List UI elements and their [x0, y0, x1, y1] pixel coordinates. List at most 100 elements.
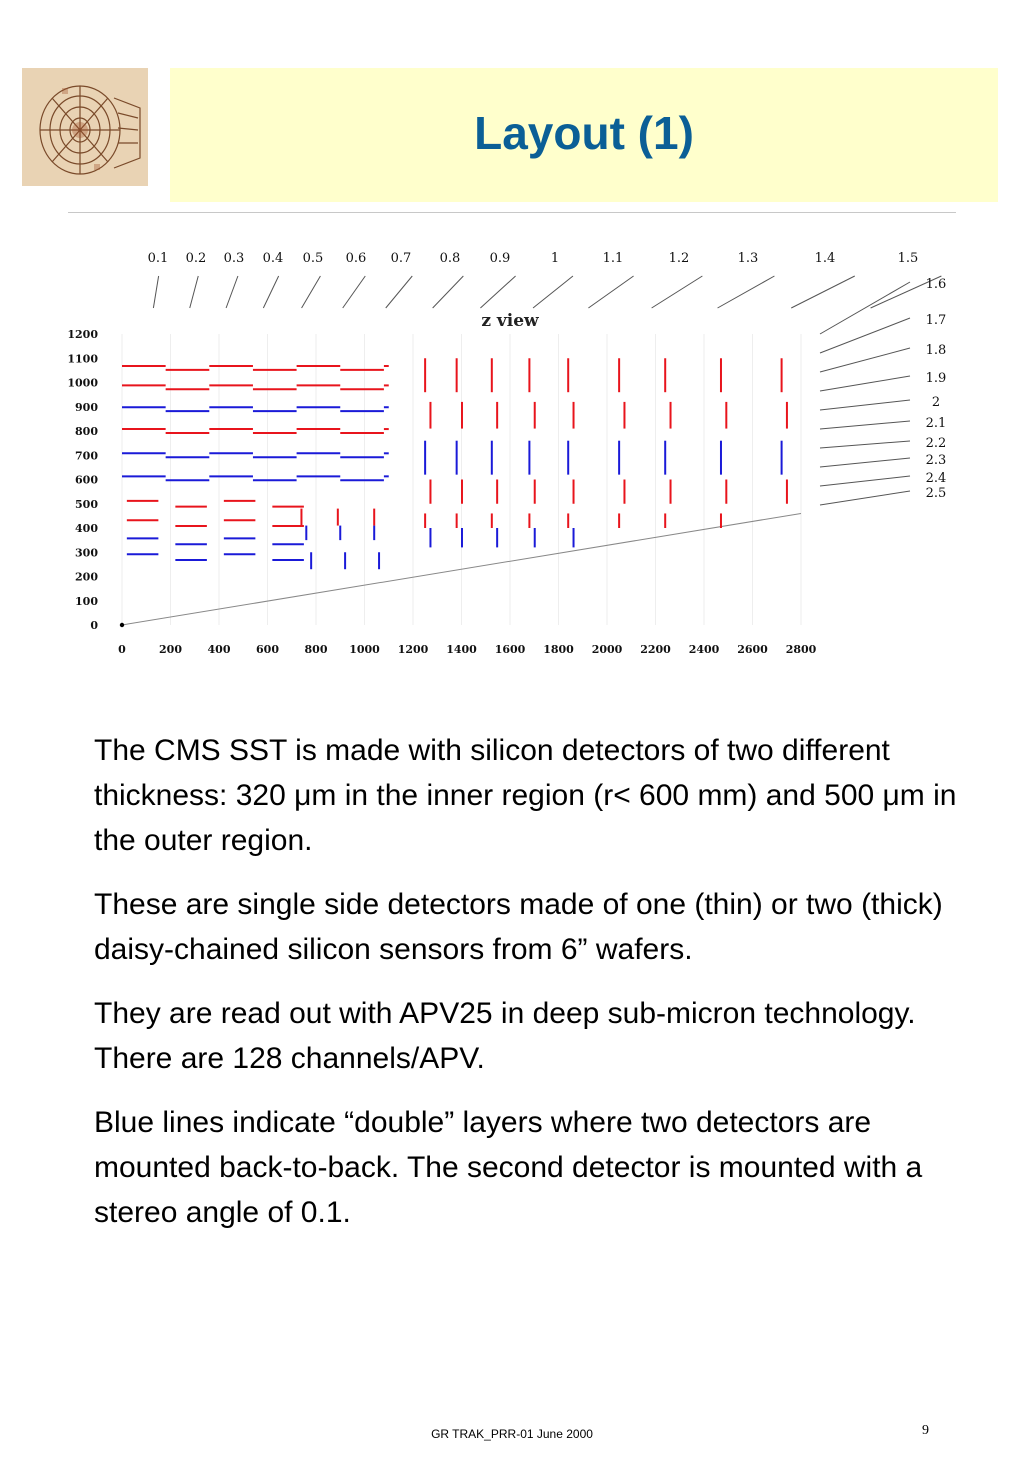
y-tick-label: 500 — [75, 498, 98, 511]
eta-line — [651, 275, 703, 309]
eta-label: 2.2 — [926, 436, 947, 451]
y-tick-label: 0 — [90, 619, 98, 632]
eta-line — [480, 275, 516, 309]
view-title: z view — [481, 311, 539, 331]
eta-line — [819, 281, 911, 335]
eta-label: 0.7 — [391, 251, 412, 266]
eta-labels: 0.1 0.2 0.3 0.4 0.5 0.6 0.7 0.8 0.9 1 1.1 1.2 1.3 1.4… — [148, 251, 947, 501]
y-tick-label: 800 — [75, 425, 98, 438]
x-tick-label: 2600 — [737, 643, 768, 656]
eta-line — [301, 275, 321, 309]
y-tick-label: 900 — [75, 401, 98, 414]
x-tick-label: 1600 — [495, 643, 526, 656]
eta-label: 1 — [551, 251, 559, 266]
eta-line — [870, 275, 942, 309]
eta-label: 0.6 — [346, 251, 367, 266]
y-tick-label: 200 — [75, 571, 98, 584]
y-tick-label: 1000 — [67, 377, 98, 390]
eta-label: 0.5 — [303, 251, 324, 266]
eta-line — [152, 275, 160, 309]
eta-label: 1.7 — [926, 313, 947, 328]
eta-line — [225, 275, 239, 309]
tracker-layout-figure: z view 1200 1100 1000 900 800 700 600 500 400 300… — [60, 238, 960, 668]
x-tick-label: 2400 — [689, 643, 720, 656]
y-tick-label: 400 — [75, 522, 98, 535]
eta-line — [262, 275, 280, 309]
y-tick-label: 1200 — [67, 328, 98, 341]
eta-line — [819, 399, 911, 411]
detector-layers — [122, 358, 788, 570]
x-tick-label: 2200 — [640, 643, 671, 656]
eta-label: 0.2 — [186, 251, 207, 266]
eta-label: 2.3 — [926, 453, 947, 468]
eta-line — [717, 275, 775, 309]
eta-line — [342, 275, 366, 309]
eta-label: 1.6 — [926, 277, 947, 292]
footer-text: GR TRAK_PRR-01 June 2000 — [431, 1427, 593, 1441]
paragraph-thickness: The CMS SST is made with silicon detecto… — [94, 734, 957, 857]
y-tick-label: 300 — [75, 546, 98, 559]
x-tick-label: 0 — [118, 643, 126, 656]
beam-line — [119, 512, 802, 628]
eta-label: 0.3 — [224, 251, 245, 266]
eta-label: 2.4 — [926, 471, 947, 486]
eta-label: 0.9 — [490, 251, 511, 266]
eta-line — [189, 275, 199, 309]
header-divider — [68, 212, 956, 213]
eta-line — [385, 275, 413, 309]
eta-line — [532, 275, 574, 309]
eta-label: 1.4 — [815, 251, 836, 266]
x-tick-label: 1800 — [543, 643, 574, 656]
y-tick-label: 700 — [75, 449, 98, 462]
eta-line — [819, 347, 911, 373]
eta-label: 1.8 — [926, 343, 947, 358]
eta-line — [819, 490, 911, 506]
title-banner: Layout (1) — [170, 68, 998, 202]
z-view-diagram: z view 120011001000900800700600500400300… — [67, 251, 947, 656]
eta-label: 1.9 — [926, 371, 947, 386]
eta-label: 2 — [932, 395, 940, 410]
eta-label: 0.8 — [440, 251, 461, 266]
acceptance-line — [121, 512, 802, 626]
eta-label: 2.1 — [926, 416, 947, 431]
y-tick-label: 600 — [75, 474, 98, 487]
x-tick-label: 1200 — [398, 643, 429, 656]
y-tick-label: 100 — [75, 595, 98, 608]
eta-line — [819, 457, 911, 468]
eta-line — [791, 275, 855, 309]
eta-line — [819, 475, 911, 487]
eta-lines — [152, 275, 942, 506]
x-tick-label: 1000 — [349, 643, 380, 656]
x-axis-ticks: 0 200 400 600 800 1000 1200 1400 1600 1800 2000 220… — [118, 643, 816, 656]
interaction-point — [119, 622, 125, 628]
x-tick-label: 200 — [159, 643, 182, 656]
eta-line — [819, 420, 911, 430]
eta-label: 0.4 — [263, 251, 284, 266]
x-tick-label: 600 — [256, 643, 279, 656]
paragraph-sensors: These are single side detectors made of … — [94, 888, 943, 966]
x-tick-label: 800 — [305, 643, 328, 656]
cms-detector-sketch-icon — [22, 68, 148, 186]
eta-line — [819, 317, 911, 354]
eta-line — [588, 275, 634, 309]
eta-label: 1.2 — [669, 251, 690, 266]
paragraph-double-layers: Blue lines indicate “double” layers wher… — [94, 1106, 923, 1229]
eta-line — [432, 275, 464, 309]
paragraph-readout: They are read out with APV25 in deep sub… — [94, 997, 916, 1075]
eta-line — [819, 375, 911, 392]
eta-label: 0.1 — [148, 251, 169, 266]
y-tick-label: 1100 — [67, 352, 98, 365]
eta-label: 1.1 — [603, 251, 624, 266]
x-tick-label: 2000 — [592, 643, 623, 656]
x-tick-label: 2800 — [786, 643, 817, 656]
eta-line — [819, 440, 911, 449]
eta-label: 1.3 — [738, 251, 759, 266]
body-text: The CMS SST is made with silicon detecto… — [94, 728, 966, 1254]
eta-label: 2.5 — [926, 486, 947, 501]
x-tick-label: 400 — [208, 643, 231, 656]
page-title: Layout (1) — [474, 107, 694, 159]
x-tick-label: 1400 — [446, 643, 477, 656]
eta-label: 1.5 — [898, 251, 919, 266]
cms-logo — [22, 68, 148, 186]
